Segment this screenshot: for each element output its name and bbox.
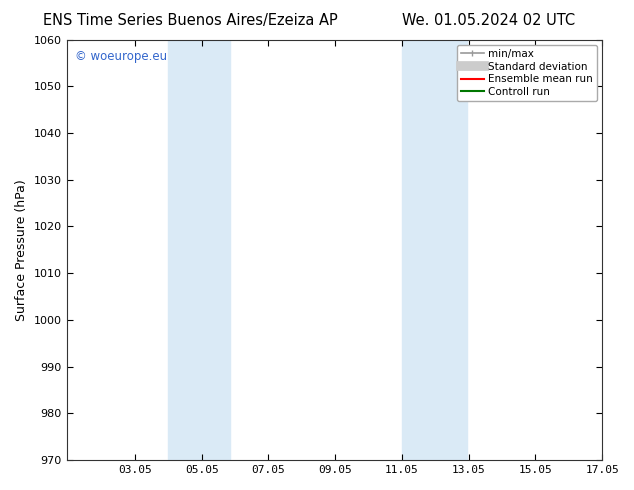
- Y-axis label: Surface Pressure (hPa): Surface Pressure (hPa): [15, 179, 28, 321]
- Text: © woeurope.eu: © woeurope.eu: [75, 50, 167, 63]
- Bar: [168, 40, 230, 460]
- Bar: [402, 40, 467, 460]
- Text: We. 01.05.2024 02 UTC: We. 01.05.2024 02 UTC: [401, 13, 575, 28]
- Text: ENS Time Series Buenos Aires/Ezeiza AP: ENS Time Series Buenos Aires/Ezeiza AP: [43, 13, 337, 28]
- Legend: min/max, Standard deviation, Ensemble mean run, Controll run: min/max, Standard deviation, Ensemble me…: [456, 45, 597, 101]
